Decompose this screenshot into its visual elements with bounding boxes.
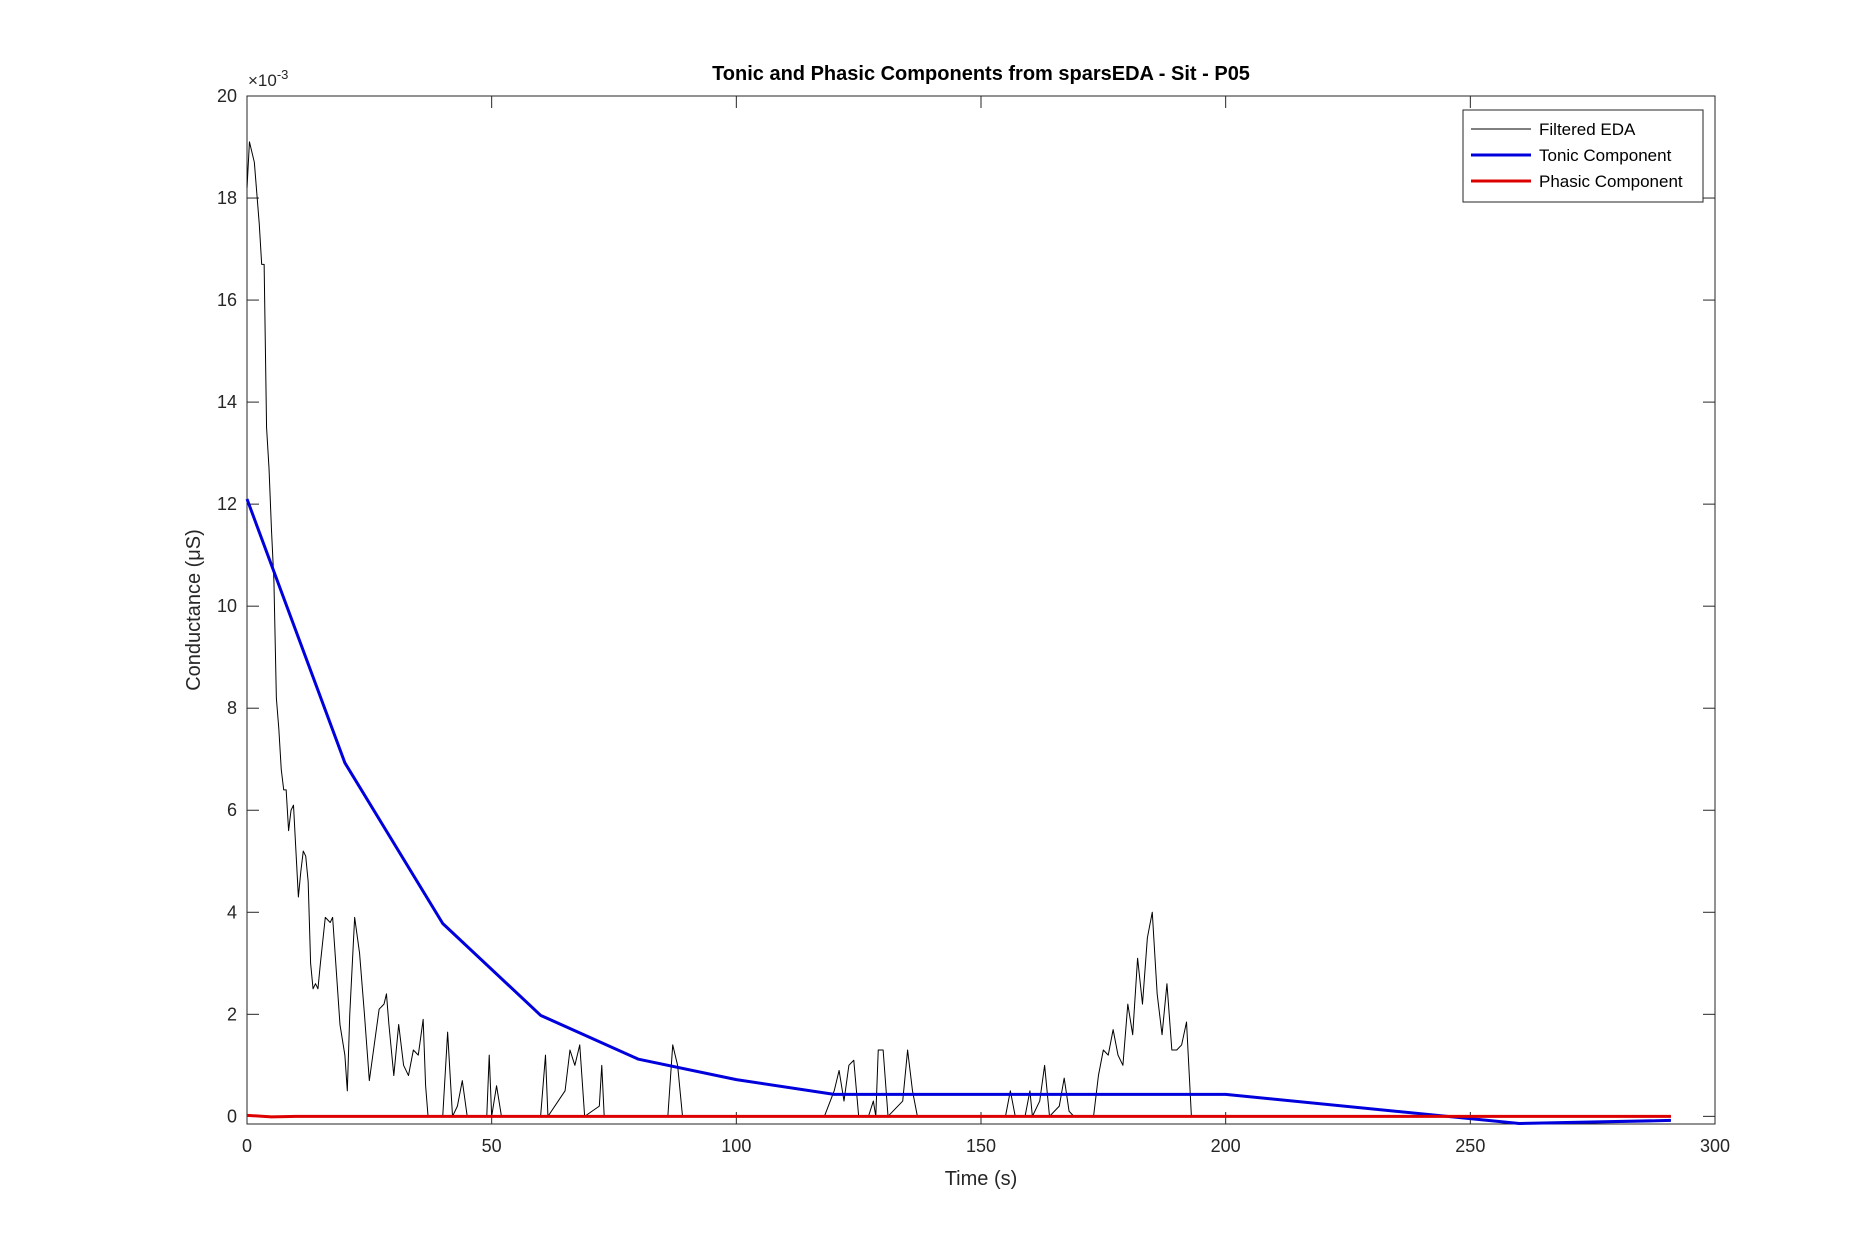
x-tick-label: 100 — [721, 1136, 751, 1156]
x-tick-label: 0 — [242, 1136, 252, 1156]
exponent-base: ×10 — [248, 71, 277, 90]
y-tick-label: 0 — [227, 1106, 237, 1126]
y-tick-label: 12 — [217, 494, 237, 514]
series-line — [245, 498, 1671, 1125]
y-axis-label: Conductance (μS) — [183, 529, 205, 691]
x-tick-label: 300 — [1700, 1136, 1730, 1156]
y-tick-label: 14 — [217, 392, 237, 412]
y-tick-label: 6 — [227, 800, 237, 820]
x-tick-label: 200 — [1211, 1136, 1241, 1156]
y-tick-label: 8 — [227, 698, 237, 718]
y-exponent: ×10-3 — [248, 67, 288, 90]
x-axis-label: Time (s) — [945, 1168, 1018, 1190]
y-tick-label: 10 — [217, 596, 237, 616]
x-tick-label: 50 — [482, 1136, 502, 1156]
y-tick-label: 18 — [217, 188, 237, 208]
x-tick-label: 150 — [966, 1136, 996, 1156]
y-tick-label: 4 — [227, 902, 237, 922]
legend-label: Tonic Component — [1539, 146, 1672, 165]
series-line — [246, 1113, 1671, 1119]
y-tick-label: 2 — [227, 1004, 237, 1024]
exponent-power: -3 — [277, 67, 289, 82]
chart-title: Tonic and Phasic Components from sparsED… — [712, 63, 1250, 85]
plot-area — [246, 95, 1716, 1125]
legend-label: Filtered EDA — [1539, 120, 1636, 139]
x-tick-label: 250 — [1455, 1136, 1485, 1156]
y-tick-label: 20 — [217, 86, 237, 106]
legend-label: Phasic Component — [1539, 172, 1683, 191]
y-tick-label: 16 — [217, 290, 237, 310]
